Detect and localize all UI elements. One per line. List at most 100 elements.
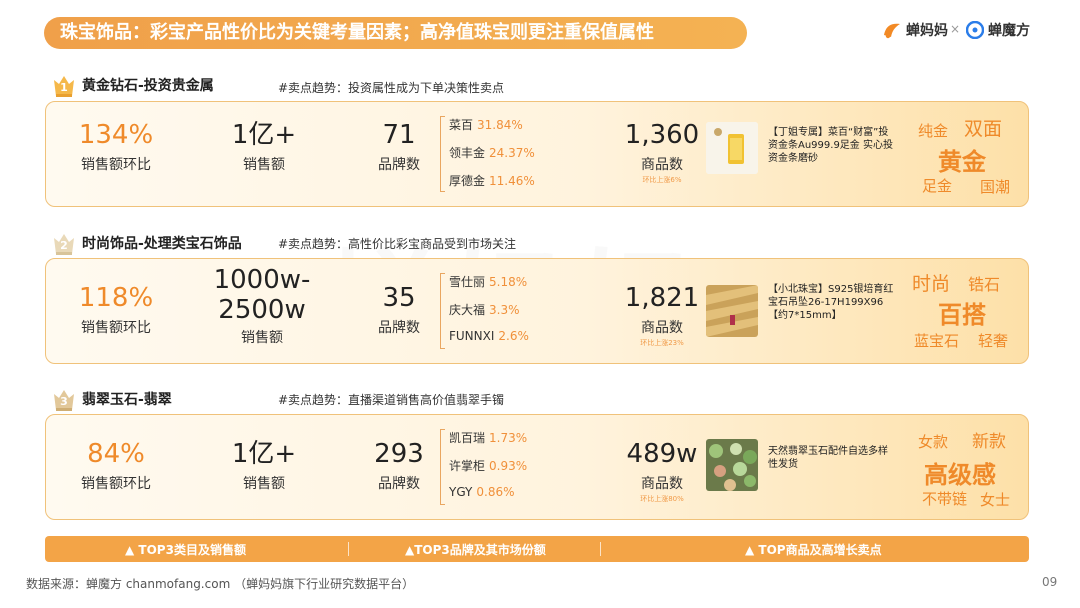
brand-count-value: 293 [374, 439, 424, 469]
sales-value: 1亿+ [231, 120, 297, 150]
brand-pct: 24.37% [489, 146, 535, 160]
tag-main: 黄金 [938, 148, 986, 176]
brand-row: 雪仕丽 5.18% [449, 273, 527, 290]
brand-row: YGY 0.86% [449, 485, 515, 499]
tag-main: 高级感 [924, 461, 996, 489]
brand-count-label: 品牌数 [378, 476, 420, 492]
brand-pct: 11.46% [489, 174, 535, 188]
crown-icon: 3 [52, 386, 76, 412]
brand-right-label: 蝉魔方 [988, 23, 1030, 39]
legend-col1: ▲ TOP3类目及销售额 [125, 543, 246, 557]
tag: 国潮 [980, 178, 1011, 196]
brand-name: 庆大福 [449, 303, 486, 317]
tag: 不带链 [922, 490, 968, 508]
chanmofang-logo: 蝉魔方 [966, 20, 1030, 40]
crown-icon: 2 [52, 230, 76, 256]
brand-count-label: 品牌数 [378, 320, 420, 336]
section-2-panel: 118% 销售额环比 1000w- 2500w 销售额 35 品牌数 雪仕丽 5.… [45, 258, 1029, 364]
brand-pct: 31.84% [477, 118, 523, 132]
brand-pct: 5.18% [489, 275, 528, 289]
section-1-panel: 134% 销售额环比 1亿+ 销售额 71 品牌数 菜百 31.84% 领丰金 24… [45, 101, 1029, 207]
section-title: 时尚饰品-处理类宝石饰品 [82, 236, 242, 252]
brand-pct: 3.3% [489, 303, 520, 317]
brand-pct: 2.6% [498, 329, 529, 343]
growth-value: 84% [87, 439, 145, 469]
product-description: 天然翡翠玉石配件自选多样性发货 [768, 446, 888, 470]
tag: 轻奢 [978, 332, 1009, 350]
tag-main: 百搭 [938, 301, 986, 329]
brand-count-stat: 293 品牌数 [356, 439, 442, 493]
tag: 女款 [918, 433, 949, 451]
legend-col3: ▲ TOP商品及高增长卖点 [745, 543, 882, 557]
chanmofang-logo-icon [966, 21, 984, 39]
brand-name: 领丰金 [449, 146, 486, 160]
tag: 蓝宝石 [914, 332, 960, 350]
brand-count-value: 71 [382, 120, 416, 150]
growth-label: 销售额环比 [81, 157, 151, 173]
growth-stat: 134% 销售额环比 [64, 120, 168, 174]
sales-stat: 1亿+ 销售额 [214, 120, 314, 174]
goods-stat: 1,360 商品数 环比上涨6% [616, 120, 708, 185]
top-brands-list: 凯百瑞 1.73% 许掌柜 0.93% YGY 0.86% [440, 427, 550, 507]
brand-row: 领丰金 24.37% [449, 144, 535, 161]
brand-count-stat: 71 品牌数 [356, 120, 442, 174]
brand-name: YGY [449, 485, 473, 499]
goods-label: 商品数 [641, 320, 683, 336]
goods-value: 489w [626, 439, 698, 469]
brand-row: 凯百瑞 1.73% [449, 429, 527, 446]
divider [600, 542, 601, 556]
goods-stat: 489w 商品数 环比上涨80% [616, 439, 708, 504]
goods-stat: 1,821 商品数 环比上涨23% [616, 283, 708, 348]
goods-sub: 环比上涨23% [640, 339, 684, 347]
chanmama-logo: 蝉妈妈 [882, 20, 948, 40]
sales-label: 销售额 [243, 157, 285, 173]
growth-value: 118% [78, 283, 154, 313]
brand-name: 雪仕丽 [449, 275, 486, 289]
bracket [440, 273, 445, 349]
top-brands-list: 菜百 31.84% 领丰金 24.37% 厚德金 11.46% [440, 114, 550, 194]
product-image [706, 439, 758, 491]
tag: 双面 [964, 118, 1003, 140]
brand-row: 许掌柜 0.93% [449, 457, 527, 474]
goods-sub: 环比上涨80% [640, 495, 684, 503]
section-title: 翡翠玉石-翡翠 [82, 392, 172, 408]
section-trend: #卖点趋势：高性价比彩宝商品受到市场关注 [278, 237, 517, 251]
product-description: 【丁姐专属】菜百“财富”投资金条Au999.9足金 实心投资金条磨砂 [768, 127, 893, 164]
brand-name: 厚德金 [449, 174, 486, 188]
tag: 足金 [922, 177, 953, 195]
section-number: 3 [60, 395, 68, 408]
brand-left-label: 蝉妈妈 [906, 23, 948, 39]
product-image [706, 285, 758, 337]
goods-value: 1,360 [624, 120, 700, 150]
sales-label: 销售额 [241, 330, 283, 346]
brand-row: 菜百 31.84% [449, 116, 523, 133]
tag: 女士 [980, 491, 1011, 509]
bracket [440, 429, 445, 505]
sales-stat: 1000w- 2500w 销售额 [200, 265, 324, 347]
brand-separator: × [950, 22, 961, 36]
product-image [706, 122, 758, 174]
brand-pct: 0.86% [476, 485, 515, 499]
bracket [440, 116, 445, 192]
section-2-header: 2 时尚饰品-处理类宝石饰品 [52, 230, 242, 256]
goods-label: 商品数 [641, 476, 683, 492]
section-number: 2 [60, 239, 68, 252]
growth-value: 134% [78, 120, 154, 150]
brand-name: 凯百瑞 [449, 431, 486, 445]
growth-stat: 118% 销售额环比 [64, 283, 168, 337]
tag: 锆石 [968, 275, 1001, 294]
brand-row: FUNNXI 2.6% [449, 329, 529, 343]
crown-icon: 1 [52, 72, 76, 98]
tag: 时尚 [912, 273, 951, 295]
section-trend: #卖点趋势：直播渠道销售高价值翡翠手镯 [278, 393, 505, 407]
goods-value: 1,821 [624, 283, 700, 313]
sales-stat: 1亿+ 销售额 [214, 439, 314, 493]
growth-stat: 84% 销售额环比 [64, 439, 168, 493]
page-number: 09 [1042, 575, 1058, 589]
section-1-header: 1 黄金钻石-投资贵金属 [52, 72, 214, 98]
legend-col2: ▲TOP3品牌及其市场份额 [405, 543, 546, 557]
goods-label: 商品数 [641, 157, 683, 173]
tag: 新款 [972, 432, 1006, 452]
brand-name: FUNNXI [449, 329, 495, 343]
page-title: 珠宝饰品：彩宝产品性价比为关键考量因素；高净值珠宝则更注重保值属性 [44, 17, 747, 49]
